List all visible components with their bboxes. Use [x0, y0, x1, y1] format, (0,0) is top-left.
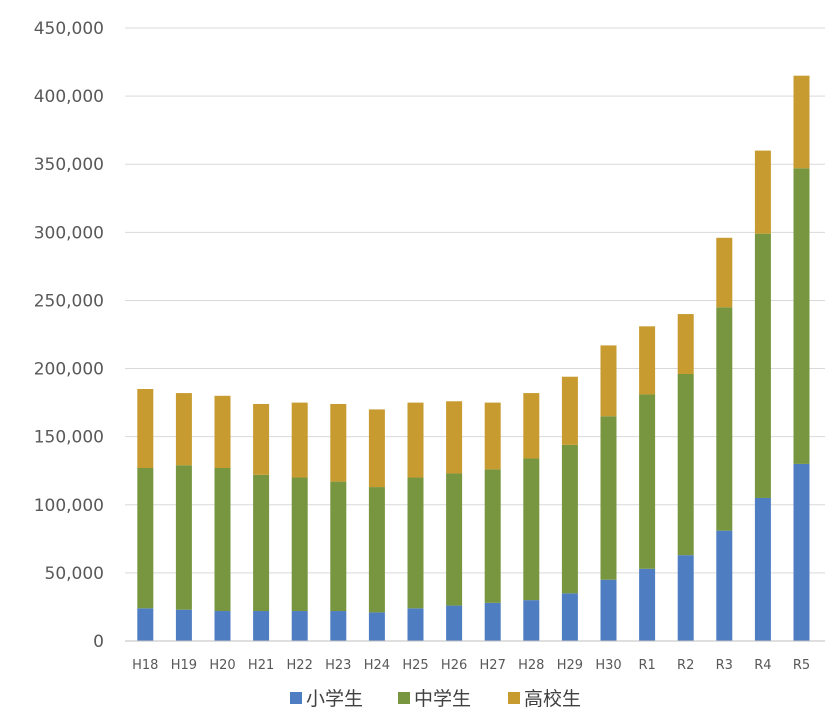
y-tick-label: 300,000: [34, 223, 104, 243]
bar-segment-H22-3: [291, 402, 308, 478]
bar-segment-H25-3: [407, 402, 424, 478]
bar-segment-R3-1: [716, 530, 733, 641]
x-tick-label: R3: [716, 658, 733, 673]
x-tick-label: H22: [287, 658, 313, 673]
bar-segment-H27-3: [484, 402, 501, 470]
x-axis-tick-labels: H18 H19 H20 H21 H22 H23 H24 H25 H26 H27 H28 H29 H30 R…: [132, 658, 810, 673]
y-tick-label: 200,000: [34, 360, 104, 380]
bar-segment-H20-1: [214, 611, 231, 641]
x-tick-label: H21: [248, 658, 274, 673]
bar-segment-H30-2: [600, 416, 617, 580]
x-tick-label: H27: [480, 658, 506, 673]
bar-segment-H25-1: [407, 608, 424, 641]
bar-segment-R1-3: [639, 326, 656, 395]
bar-segment-H26-1: [446, 605, 463, 641]
legend-label: 小学生: [306, 688, 363, 710]
x-tick-label: H18: [132, 658, 158, 673]
bar-segment-R4-1: [754, 497, 771, 641]
bar-segment-H22-1: [291, 611, 308, 641]
y-tick-label: 350,000: [34, 155, 104, 175]
x-tick-label: R1: [638, 658, 655, 673]
legend-item: 高校生: [508, 688, 581, 710]
bar-segment-H29-2: [561, 444, 578, 594]
bar-segment-H24-3: [368, 409, 385, 488]
bars: [137, 75, 810, 641]
bar-segment-H19-1: [175, 609, 192, 641]
y-tick-label: 250,000: [34, 291, 104, 311]
bar-segment-R3-2: [716, 307, 733, 531]
bar-segment-H25-2: [407, 477, 424, 609]
bar-segment-H19-3: [175, 393, 192, 466]
bar-segment-H26-3: [446, 401, 463, 474]
bar-segment-R2-3: [677, 314, 694, 375]
y-tick-label: 400,000: [34, 87, 104, 107]
bar-segment-H24-1: [368, 612, 385, 641]
bar-segment-R1-2: [639, 394, 656, 569]
bar-segment-H23-2: [330, 481, 347, 612]
bar-segment-H23-3: [330, 403, 347, 482]
x-tick-label: H30: [595, 658, 621, 673]
bar-segment-R1-1: [639, 568, 656, 641]
x-tick-label: H24: [364, 658, 390, 673]
bar-segment-H26-2: [446, 473, 463, 606]
bar-segment-H20-3: [214, 395, 231, 468]
bar-segment-R4-3: [754, 150, 771, 234]
bar-segment-H23-1: [330, 611, 347, 641]
bar-segment-H21-3: [253, 403, 270, 475]
bar-segment-R5-2: [793, 168, 810, 464]
x-tick-label: H23: [325, 658, 351, 673]
bar-segment-H27-2: [484, 469, 501, 603]
bar-segment-H27-1: [484, 602, 501, 641]
bar-segment-H30-3: [600, 345, 617, 417]
bar-segment-H29-3: [561, 376, 578, 445]
legend-label: 中学生: [414, 688, 471, 710]
bar-segment-H21-2: [253, 474, 270, 612]
bar-segment-H28-3: [523, 393, 540, 459]
legend-swatch: [508, 692, 520, 704]
x-tick-label: H25: [402, 658, 428, 673]
x-tick-label: R5: [793, 658, 810, 673]
x-tick-label: H28: [518, 658, 544, 673]
bar-segment-H22-2: [291, 477, 308, 612]
bar-segment-R2-1: [677, 555, 694, 641]
x-tick-label: H29: [557, 658, 583, 673]
bar-segment-H28-1: [523, 600, 540, 641]
bar-segment-R5-1: [793, 463, 810, 641]
bar-segment-H30-1: [600, 579, 617, 641]
bar-segment-H21-1: [253, 611, 270, 641]
bar-segment-R3-3: [716, 237, 733, 308]
y-tick-label: 100,000: [34, 496, 104, 516]
bar-segment-H29-1: [561, 593, 578, 641]
x-tick-label: R4: [754, 658, 771, 673]
y-tick-label: 450,000: [34, 19, 104, 39]
y-tick-label: 150,000: [34, 428, 104, 448]
y-axis-tick-labels: 0 50,000 100,000 150,000 200,000 250,000 300,0…: [34, 19, 104, 652]
bar-segment-R4-2: [754, 233, 771, 498]
bar-segment-H20-2: [214, 467, 231, 612]
bar-segment-R5-3: [793, 75, 810, 169]
y-tick-label: 0: [93, 632, 104, 652]
x-tick-label: H19: [171, 658, 197, 673]
bar-segment-H28-2: [523, 458, 540, 601]
x-tick-label: H20: [209, 658, 235, 673]
legend-label: 高校生: [524, 688, 581, 710]
legend-item: 小学生: [290, 688, 363, 710]
bar-segment-R2-2: [677, 374, 694, 556]
bar-segment-H19-2: [175, 465, 192, 610]
legend-swatch: [290, 692, 302, 704]
x-tick-label: H26: [441, 658, 467, 673]
x-tick-label: R2: [677, 658, 694, 673]
bar-segment-H24-2: [368, 487, 385, 613]
bar-segment-H18-2: [137, 467, 154, 609]
y-tick-label: 50,000: [45, 564, 104, 584]
legend-swatch: [398, 692, 410, 704]
legend-item: 中学生: [398, 688, 471, 710]
bar-segment-H18-1: [137, 608, 154, 641]
legend: 小学生 中学生 高校生: [290, 688, 581, 710]
bar-segment-H18-3: [137, 388, 154, 468]
gridlines: [125, 27, 825, 574]
